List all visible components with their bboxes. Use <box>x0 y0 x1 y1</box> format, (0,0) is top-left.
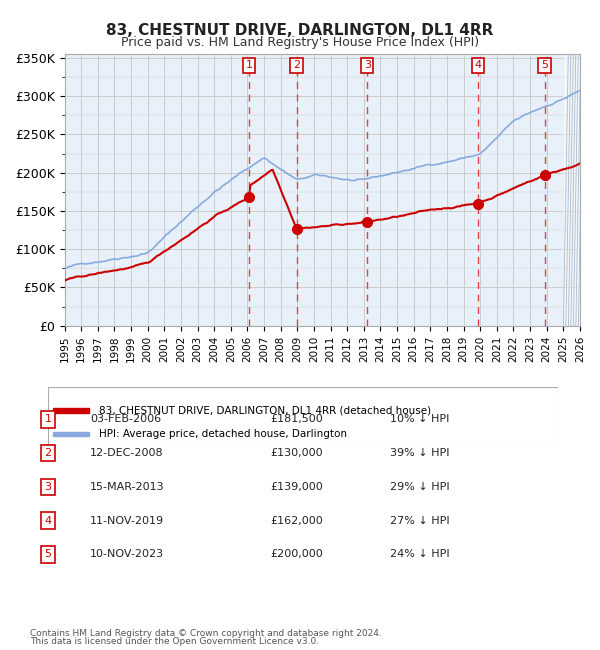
Text: 10% ↓ HPI: 10% ↓ HPI <box>390 414 449 424</box>
Text: This data is licensed under the Open Government Licence v3.0.: This data is licensed under the Open Gov… <box>30 637 319 646</box>
Text: £162,000: £162,000 <box>270 515 323 526</box>
Text: £130,000: £130,000 <box>270 448 323 458</box>
Text: 03-FEB-2006: 03-FEB-2006 <box>90 414 161 424</box>
Text: 11-NOV-2019: 11-NOV-2019 <box>90 515 164 526</box>
Text: 24% ↓ HPI: 24% ↓ HPI <box>390 549 449 560</box>
Text: £139,000: £139,000 <box>270 482 323 492</box>
Text: 3: 3 <box>364 60 371 70</box>
Bar <box>53 432 89 437</box>
Text: 5: 5 <box>541 60 548 70</box>
Text: 4: 4 <box>44 515 52 526</box>
Text: Contains HM Land Registry data © Crown copyright and database right 2024.: Contains HM Land Registry data © Crown c… <box>30 629 382 638</box>
Text: 83, CHESTNUT DRIVE, DARLINGTON, DL1 4RR (detached house): 83, CHESTNUT DRIVE, DARLINGTON, DL1 4RR … <box>99 406 431 416</box>
Text: 2: 2 <box>293 60 300 70</box>
Text: 2: 2 <box>44 448 52 458</box>
Text: 15-MAR-2013: 15-MAR-2013 <box>90 482 164 492</box>
Text: 1: 1 <box>245 60 253 70</box>
Text: 39% ↓ HPI: 39% ↓ HPI <box>390 448 449 458</box>
Text: HPI: Average price, detached house, Darlington: HPI: Average price, detached house, Darl… <box>99 429 347 439</box>
Text: £181,500: £181,500 <box>270 414 323 424</box>
Text: 83, CHESTNUT DRIVE, DARLINGTON, DL1 4RR: 83, CHESTNUT DRIVE, DARLINGTON, DL1 4RR <box>106 23 494 38</box>
Text: 4: 4 <box>475 60 482 70</box>
Text: 10-NOV-2023: 10-NOV-2023 <box>90 549 164 560</box>
Bar <box>53 408 89 413</box>
Text: 5: 5 <box>44 549 52 560</box>
Text: 12-DEC-2008: 12-DEC-2008 <box>90 448 164 458</box>
Text: Price paid vs. HM Land Registry's House Price Index (HPI): Price paid vs. HM Land Registry's House … <box>121 36 479 49</box>
Text: 27% ↓ HPI: 27% ↓ HPI <box>390 515 449 526</box>
Text: 1: 1 <box>44 414 52 424</box>
Text: 29% ↓ HPI: 29% ↓ HPI <box>390 482 449 492</box>
Text: £200,000: £200,000 <box>270 549 323 560</box>
Text: 3: 3 <box>44 482 52 492</box>
